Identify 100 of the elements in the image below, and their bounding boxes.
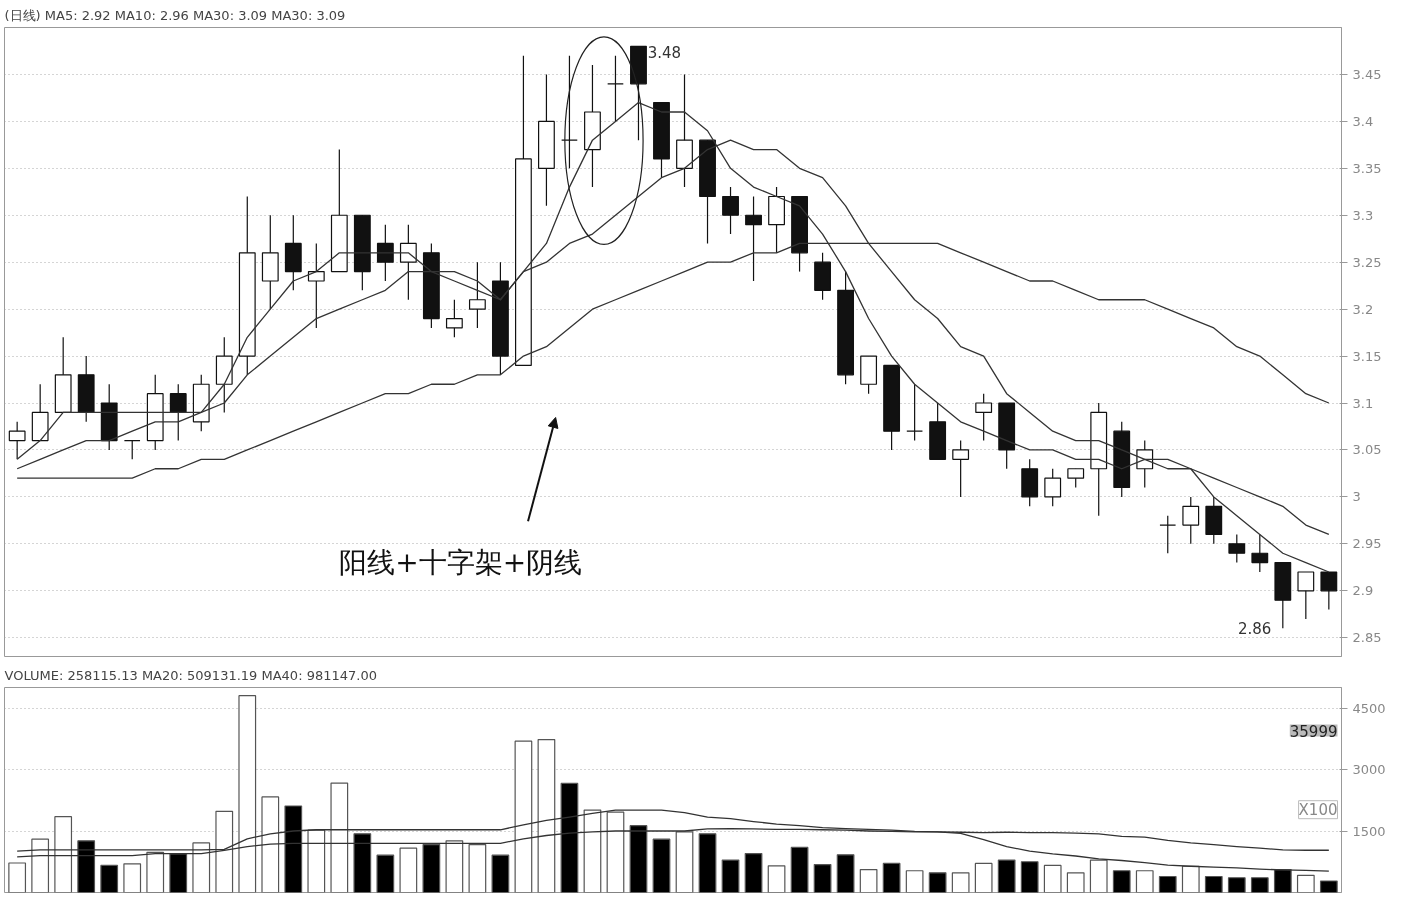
bar — [146, 851, 165, 893]
bar — [1319, 880, 1338, 893]
bar — [951, 872, 970, 893]
bar — [629, 825, 648, 893]
bar — [100, 864, 119, 893]
candlestick — [169, 383, 187, 442]
bar — [353, 833, 372, 893]
candlestick — [607, 55, 624, 122]
candlestick — [1044, 468, 1062, 507]
y-tick-label: 1500 — [1352, 823, 1386, 839]
candlestick — [376, 224, 394, 282]
bar — [698, 833, 717, 893]
y-tick-label: 2.85 — [1352, 630, 1382, 646]
candlestick — [1297, 571, 1315, 620]
bar — [54, 816, 73, 893]
candlestick — [1136, 439, 1154, 489]
bar — [376, 854, 395, 893]
bar — [1112, 870, 1131, 893]
bar — [77, 840, 96, 893]
annotation: 2.86 — [1237, 620, 1272, 639]
y-tick-label: 3.45 — [1352, 66, 1382, 82]
chart-title: VOLUME: 258115.13 MA20: 509131.19 MA40: 981147.00 — [4, 667, 377, 683]
bar — [606, 811, 625, 893]
candlestick — [1159, 515, 1177, 554]
bar — [238, 695, 257, 893]
bar — [1227, 877, 1246, 893]
candlestick — [1182, 496, 1200, 545]
bar — [1204, 875, 1223, 893]
candlestick — [1067, 468, 1085, 489]
bar — [1089, 859, 1108, 893]
bar — [583, 809, 602, 893]
candlestick — [123, 439, 141, 460]
bar — [905, 870, 924, 893]
annotation: 阳线+十字架+阴线 — [339, 545, 583, 579]
y-tick-label: 2.9 — [1352, 583, 1374, 599]
bar — [330, 782, 349, 893]
bar — [859, 868, 878, 893]
bar — [1020, 861, 1039, 893]
bar — [31, 838, 50, 893]
bar — [1273, 868, 1292, 893]
bar — [836, 854, 855, 893]
candlestick — [1320, 571, 1338, 611]
bar — [1135, 870, 1154, 893]
bar — [997, 859, 1016, 893]
y-tick-label: 3.1 — [1352, 395, 1374, 411]
bar — [767, 865, 786, 893]
bar — [1158, 875, 1177, 893]
y-tick-label: 3.2 — [1352, 301, 1374, 317]
bar — [123, 863, 142, 893]
bar — [261, 796, 280, 893]
bar — [1066, 872, 1085, 893]
candlestick — [1228, 533, 1246, 564]
candlestick — [1251, 533, 1269, 573]
bar — [1181, 865, 1200, 893]
bar — [560, 782, 579, 893]
bar — [675, 831, 694, 893]
bar — [813, 864, 832, 893]
annotation: 3.48 — [647, 44, 682, 63]
annotation: X100 — [1298, 800, 1338, 819]
candlestick — [745, 195, 762, 282]
y-tick-label: 3.15 — [1352, 348, 1382, 364]
bar — [468, 843, 487, 893]
y-tick-label: 4500 — [1352, 700, 1386, 716]
bar — [514, 740, 533, 893]
bar — [1296, 874, 1315, 893]
bar — [445, 840, 464, 893]
bar — [215, 810, 234, 893]
bar — [974, 862, 993, 893]
bar — [721, 859, 740, 893]
bar — [790, 846, 809, 893]
bar — [1043, 864, 1062, 893]
bar — [1250, 877, 1269, 893]
chart-title: (日线) MA5: 2.92 MA10: 2.96 MA30: 3.09 MA30: 3.09 — [4, 7, 346, 23]
y-tick-label: 3.35 — [1352, 160, 1382, 176]
bar — [882, 862, 901, 893]
y-tick-label: 3.25 — [1352, 254, 1382, 270]
y-tick-label: 3.4 — [1352, 113, 1374, 129]
bar — [744, 852, 763, 893]
bar — [491, 854, 510, 893]
bar — [928, 872, 947, 893]
annotation: 35999 — [1289, 722, 1338, 741]
bar — [192, 842, 211, 893]
candlestick — [8, 421, 26, 460]
candlestick — [561, 55, 578, 169]
y-tick-label: 3 — [1352, 489, 1361, 505]
candlestick — [906, 383, 924, 442]
candlestick — [445, 299, 463, 338]
candlestick — [975, 393, 993, 442]
y-tick-label: 3000 — [1352, 762, 1386, 777]
bar — [422, 843, 441, 893]
candlestick — [722, 186, 739, 235]
candlestick — [468, 261, 486, 329]
bar — [307, 829, 326, 893]
candlestick — [399, 224, 417, 301]
bar — [284, 805, 303, 893]
y-tick-label: 2.95 — [1352, 536, 1382, 552]
candlestick — [952, 439, 970, 498]
bar — [8, 862, 27, 893]
candlestick — [307, 242, 325, 329]
bar — [399, 847, 418, 893]
